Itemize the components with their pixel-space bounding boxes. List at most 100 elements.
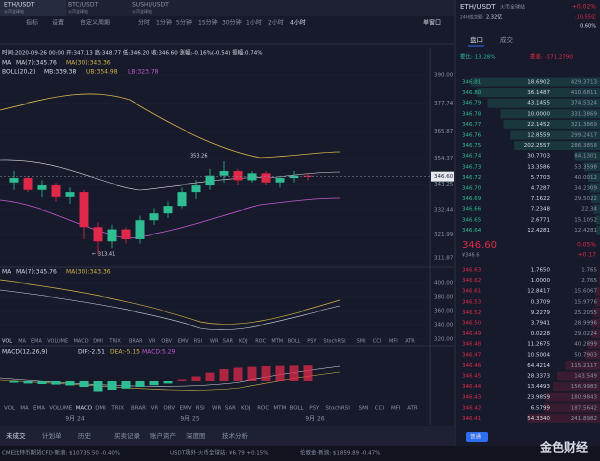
indicator-tab[interactable]: ROC [257,406,269,412]
indicator-tab[interactable]: VR [149,339,156,345]
indicator-tab[interactable]: StochRSI [323,339,345,345]
period[interactable]: 分时 [138,19,150,27]
indicator-tab[interactable]: VOLUME [49,406,73,412]
indicator-tab[interactable]: KDJ [241,406,251,412]
indicator-tab[interactable]: OBV [163,406,175,412]
indicator-tab[interactable]: MACD [76,406,93,412]
indicator-tab[interactable]: PSY [309,406,320,412]
macd-bar [121,381,131,389]
indicator-tab[interactable]: MFI [391,406,401,412]
book-amount: 2.6771 [531,217,550,223]
indicator-tab[interactable]: MTM [271,339,283,345]
indicator-tab[interactable]: RSI [194,339,202,345]
indicator-tab[interactable]: MTM [273,406,286,412]
indicator-tab[interactable]: VOLUME [47,339,68,345]
logo: 金色财经 [539,440,588,455]
indicator-tab[interactable]: StochRSI [325,406,350,412]
indicator-tab[interactable]: MFI [389,339,398,345]
tab-name[interactable]: BTC/USDT [68,2,98,9]
period[interactable]: 5分钟 [176,19,192,27]
bottom-tab[interactable]: 深度图 [186,431,206,440]
indicator-tab[interactable]: MACD [74,339,89,345]
indicator-tab[interactable]: DMI [93,339,103,345]
tab-name[interactable]: ETH/USDT [4,2,35,9]
book-amount: 6.5799 [531,405,551,411]
mode-badge[interactable] [466,432,488,442]
side-tab[interactable]: 成交 [500,35,514,44]
indicator-tab[interactable]: RSI [196,406,205,412]
bottom-tab[interactable]: 未成交 [6,431,26,440]
indicator-tab[interactable]: EMV [178,339,189,345]
book-amount: 43.1455 [527,101,550,107]
indicator-tab[interactable]: EMV [180,406,192,412]
candle-body [149,213,159,221]
macd-bar [93,381,103,392]
period[interactable]: 1小时 [246,19,262,27]
indicator-tab[interactable]: OBV [161,339,172,345]
indicator-tab[interactable]: VOL [4,406,16,412]
candle-body [65,192,75,197]
bottom-tab[interactable]: 买卖记录 [114,432,141,440]
depth-bar [591,329,600,339]
depth-bar [500,109,600,119]
indicator-tab[interactable]: ATR [407,406,418,412]
indicator-tab[interactable]: BOLL [288,339,301,345]
indicator-tab[interactable]: BOLL [290,406,305,412]
period[interactable]: 15分钟 [198,19,218,27]
indicator-tab[interactable]: SAR [223,339,234,345]
bottom-tab[interactable]: 历史 [78,431,92,440]
indicator-tab[interactable]: EMA [33,406,45,412]
ticker-bar [0,446,600,461]
tab-name[interactable]: SUSHI/USDT [132,2,169,9]
date-label: 9月 26 [305,416,325,423]
book-total: 374.5324 [571,101,598,107]
custom-period[interactable]: 自定义周期 [80,19,110,27]
indicator-tab[interactable]: KDJ [239,339,248,345]
period[interactable]: 4小时 [290,19,306,27]
side-pair: ETH/USDT [460,3,496,11]
period[interactable]: 30分钟 [222,19,242,27]
bottom-tab[interactable]: 计划单 [42,431,62,440]
window-select[interactable]: 单窗口 [423,19,441,27]
indicator-tab[interactable]: EMA [31,339,42,345]
indicator-tab[interactable]: DMI [95,406,106,412]
bottom-tab[interactable]: 技术分析 [222,431,249,440]
book-amount: 36.1487 [527,90,550,96]
boll-upper [0,93,341,159]
period[interactable]: 2小时 [268,19,284,27]
y-tick-label: 377.74 [434,101,454,107]
mode-label[interactable]: 普通 [470,433,482,441]
period[interactable]: 1分钟 [156,19,172,27]
bottom-tab[interactable]: 账户资产 [150,431,177,440]
indicator-tab[interactable]: TRIX [110,406,124,412]
tab-exchange: 火币全球站 [4,8,24,14]
indicator-tab[interactable]: CCI [375,406,385,412]
book-amount: 7.2348 [531,207,551,213]
indicator-tab[interactable]: WR [210,339,219,345]
indicator-tab[interactable]: MA [20,406,29,412]
vol-ma-line [0,279,341,325]
indicator-tab[interactable]: ROC [255,339,266,345]
indicator-tab[interactable]: VR [151,406,159,412]
legend: BOLL(20,2) [2,69,35,76]
book-price: 346.44 [462,384,482,390]
indicator-tab[interactable]: PSY [307,339,317,345]
indicator-tab[interactable]: MA [18,339,26,345]
indicator-button[interactable]: 指标 [26,19,38,27]
side-tab[interactable]: 盘口 [470,35,483,44]
settings-button[interactable]: 设置 [52,19,64,27]
indicator-tab[interactable]: SMI [359,406,369,412]
indicator-tab[interactable]: SAR [225,406,236,412]
indicator-tab[interactable]: ATR [405,339,415,345]
indicator-tab[interactable]: CCI [373,339,381,345]
flow-value: -10.55亿 [575,14,596,21]
y-tick-label: 320.00 [434,336,454,342]
indicator-tab[interactable]: VOL [2,339,12,345]
indicator-tab[interactable]: TRIX [108,339,121,345]
book-price: 346.49 [462,331,482,337]
candle-body [303,175,313,177]
indicator-tab[interactable]: SMI [357,339,366,345]
indicator-tab[interactable]: WR [212,406,221,412]
indicator-tab[interactable]: BRAR [129,339,143,345]
indicator-tab[interactable]: BRAR [131,406,146,412]
